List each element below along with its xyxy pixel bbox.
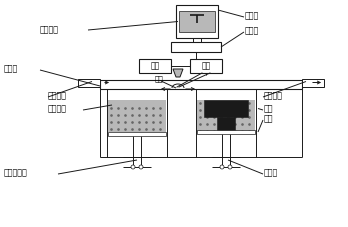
Bar bbox=[176, 5, 218, 38]
Text: 刮板: 刮板 bbox=[155, 76, 164, 82]
Text: 保护气出: 保护气出 bbox=[264, 91, 283, 101]
Text: 激光: 激光 bbox=[150, 62, 160, 71]
Bar bbox=[100, 80, 302, 89]
Text: 制件: 制件 bbox=[264, 104, 274, 114]
Bar bbox=[197, 100, 255, 132]
Circle shape bbox=[220, 165, 224, 169]
Polygon shape bbox=[173, 69, 183, 77]
Bar bbox=[217, 117, 235, 132]
Text: 工作箱: 工作箱 bbox=[4, 64, 18, 74]
Bar bbox=[139, 59, 171, 73]
Bar bbox=[108, 100, 166, 132]
Bar bbox=[171, 42, 221, 52]
Text: 激光束: 激光束 bbox=[245, 27, 259, 35]
Bar bbox=[302, 79, 324, 86]
Text: 计算机: 计算机 bbox=[245, 12, 259, 20]
Bar bbox=[190, 59, 222, 73]
Text: 待用粉末: 待用粉末 bbox=[48, 104, 67, 114]
Text: 保护气进: 保护气进 bbox=[48, 91, 67, 101]
Bar bbox=[204, 100, 248, 117]
Text: 三维造型: 三维造型 bbox=[40, 25, 59, 35]
Bar bbox=[197, 130, 255, 134]
Text: 基板: 基板 bbox=[264, 114, 274, 123]
Bar bbox=[179, 11, 215, 32]
Circle shape bbox=[228, 165, 232, 169]
Circle shape bbox=[131, 165, 135, 169]
Circle shape bbox=[139, 165, 143, 169]
Text: 振镜: 振镜 bbox=[201, 62, 211, 71]
Text: 升降器: 升降器 bbox=[264, 168, 278, 178]
Bar bbox=[108, 132, 166, 136]
Bar bbox=[78, 79, 100, 86]
Text: 送粉升降器: 送粉升降器 bbox=[4, 168, 28, 178]
